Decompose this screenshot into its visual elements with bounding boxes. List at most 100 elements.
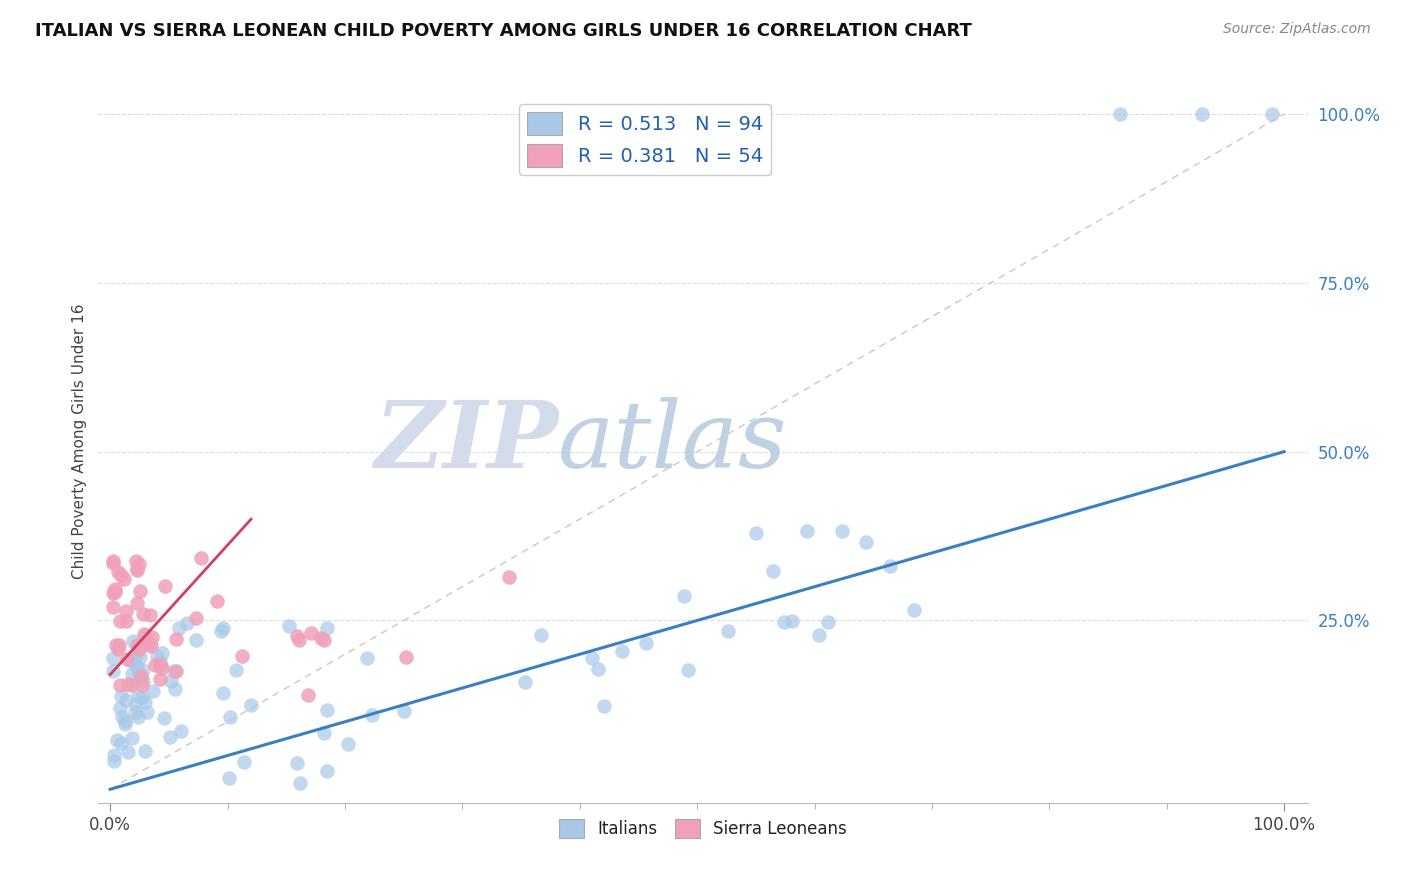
Point [111, 710, 134, 724]
Point [808, 628, 831, 642]
Point [117, 676, 139, 690]
Point [107, 642, 129, 657]
Point [159, 674, 181, 689]
Point [127, 690, 149, 704]
Point [903, 603, 925, 617]
Point [121, 667, 143, 681]
Point [125, 648, 148, 662]
Point [128, 583, 150, 598]
Point [1191, 107, 1213, 121]
Point [831, 524, 853, 539]
Point [150, 646, 173, 660]
Point [125, 596, 148, 610]
Point [128, 667, 150, 681]
Point [101, 585, 124, 599]
Point [299, 626, 322, 640]
Point [135, 629, 157, 643]
Point [110, 567, 132, 582]
Point [356, 650, 378, 665]
Point [115, 604, 138, 618]
Point [290, 775, 312, 789]
Point [128, 650, 150, 665]
Point [239, 698, 262, 713]
Point [121, 731, 143, 746]
Point [855, 535, 877, 549]
Point [124, 697, 146, 711]
Legend: Italians, Sierra Leoneans: Italians, Sierra Leoneans [553, 813, 853, 845]
Text: ITALIAN VS SIERRA LEONEAN CHILD POVERTY AMONG GIRLS UNDER 16 CORRELATION CHART: ITALIAN VS SIERRA LEONEAN CHILD POVERTY … [35, 22, 972, 40]
Point [287, 633, 309, 648]
Point [219, 710, 242, 724]
Point [1108, 107, 1130, 121]
Point [139, 637, 162, 651]
Y-axis label: Child Poverty Among Girls Under 16: Child Poverty Among Girls Under 16 [72, 304, 87, 579]
Point [581, 651, 603, 665]
Point [218, 771, 240, 785]
Point [103, 754, 125, 768]
Point [1261, 107, 1284, 121]
Point [121, 634, 143, 648]
Point [134, 695, 156, 709]
Point [108, 700, 131, 714]
Point [170, 723, 193, 738]
Point [166, 632, 188, 646]
Point [125, 638, 148, 652]
Point [716, 624, 738, 638]
Point [315, 764, 337, 778]
Point [112, 573, 135, 587]
Point [672, 589, 695, 603]
Point [515, 674, 537, 689]
Point [593, 699, 616, 714]
Point [127, 709, 149, 723]
Point [773, 615, 796, 629]
Point [780, 614, 803, 628]
Point [149, 657, 172, 672]
Point [297, 688, 319, 702]
Point [136, 705, 159, 719]
Point [184, 611, 207, 625]
Point [103, 651, 125, 665]
Point [115, 693, 138, 707]
Point [141, 631, 163, 645]
Point [127, 562, 149, 576]
Point [120, 678, 142, 692]
Text: Source: ZipAtlas.com: Source: ZipAtlas.com [1223, 22, 1371, 37]
Point [110, 736, 132, 750]
Point [143, 657, 166, 672]
Point [108, 678, 131, 692]
Point [205, 593, 228, 607]
Point [225, 663, 247, 677]
Point [316, 621, 339, 635]
Point [159, 730, 181, 744]
Point [360, 708, 382, 723]
Point [132, 627, 155, 641]
Point [117, 651, 139, 665]
Point [135, 637, 157, 651]
Point [107, 565, 129, 579]
Point [530, 628, 553, 642]
Point [150, 660, 173, 674]
Point [152, 711, 174, 725]
Point [114, 717, 136, 731]
Point [312, 726, 335, 740]
Point [212, 621, 235, 635]
Point [128, 557, 150, 571]
Point [314, 633, 336, 648]
Point [167, 621, 190, 635]
Point [105, 638, 128, 652]
Point [129, 639, 152, 653]
Point [104, 582, 127, 596]
Point [285, 629, 308, 643]
Point [104, 585, 127, 599]
Point [796, 524, 818, 538]
Point [131, 673, 153, 688]
Point [285, 756, 308, 771]
Point [745, 525, 768, 540]
Point [117, 745, 139, 759]
Point [498, 570, 520, 584]
Point [115, 614, 138, 628]
Point [311, 632, 333, 646]
Point [125, 563, 148, 577]
Point [101, 554, 124, 568]
Point [612, 644, 634, 658]
